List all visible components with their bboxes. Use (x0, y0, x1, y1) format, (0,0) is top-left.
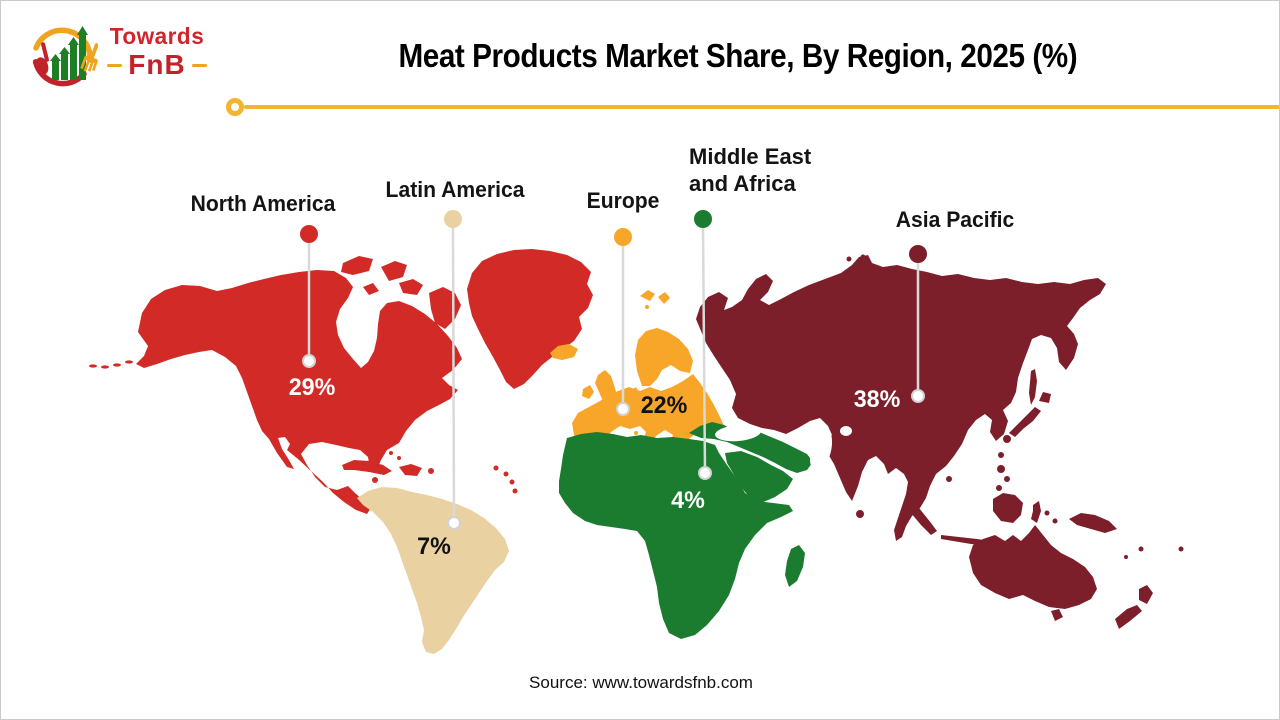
label-middle-east-africa: Middle East and Africa (689, 144, 812, 196)
value-latin-america: 7% (417, 533, 451, 560)
brand-name-top: Towards (109, 23, 205, 49)
spoon-icon (35, 42, 49, 75)
dot-middle-east-africa (694, 210, 712, 228)
value-middle-east-africa: 4% (671, 487, 705, 514)
region-north-america (89, 249, 593, 514)
region-europe (550, 290, 725, 463)
page-title: Meat Products Market Share, By Region, 2… (398, 37, 1078, 74)
end-dot-asia-pacific (911, 389, 925, 403)
dot-latin-america (444, 210, 462, 228)
value-europe: 22% (640, 392, 688, 419)
end-dot-latin-america (447, 516, 461, 530)
title-divider-ring (226, 98, 244, 116)
title-divider-line (244, 105, 1279, 109)
label-asia-pacific: Asia Pacific (895, 207, 1015, 232)
towardsfnb-wordmark: Towards FnB (96, 23, 218, 79)
fork-icon (80, 43, 98, 72)
towardsfnb-logo-icon (32, 26, 98, 87)
dot-europe (614, 228, 632, 246)
leader-lines (307, 226, 920, 524)
leader-end-dots (302, 354, 925, 530)
leader-line-middle-east-africa (701, 226, 707, 474)
brand-name-bottom: FnB (128, 49, 186, 80)
region-middle-east-africa (559, 422, 813, 639)
end-dot-middle-east-africa (698, 466, 712, 480)
end-dot-europe (616, 402, 630, 416)
logo-arc-top (33, 27, 93, 63)
dot-asia-pacific (909, 245, 927, 263)
label-europe: Europe (586, 188, 660, 213)
wordmark-dash-right (191, 63, 207, 67)
label-north-america: North America (190, 191, 336, 216)
growth-bars-icon (50, 26, 88, 80)
label-latin-america: Latin America (385, 177, 525, 202)
region-asia-pacific (696, 254, 1184, 629)
source-text: Source: www.towardsfnb.com (529, 673, 753, 692)
leader-line-latin-america (451, 226, 456, 524)
value-north-america: 29% (288, 374, 336, 401)
dot-north-america (300, 225, 318, 243)
wordmark-dash-left (107, 63, 123, 67)
end-dot-north-america (302, 354, 316, 368)
inland-seas (715, 424, 852, 472)
region-latin-america (357, 487, 509, 654)
region-dots (300, 210, 927, 263)
value-asia-pacific: 38% (853, 386, 901, 413)
